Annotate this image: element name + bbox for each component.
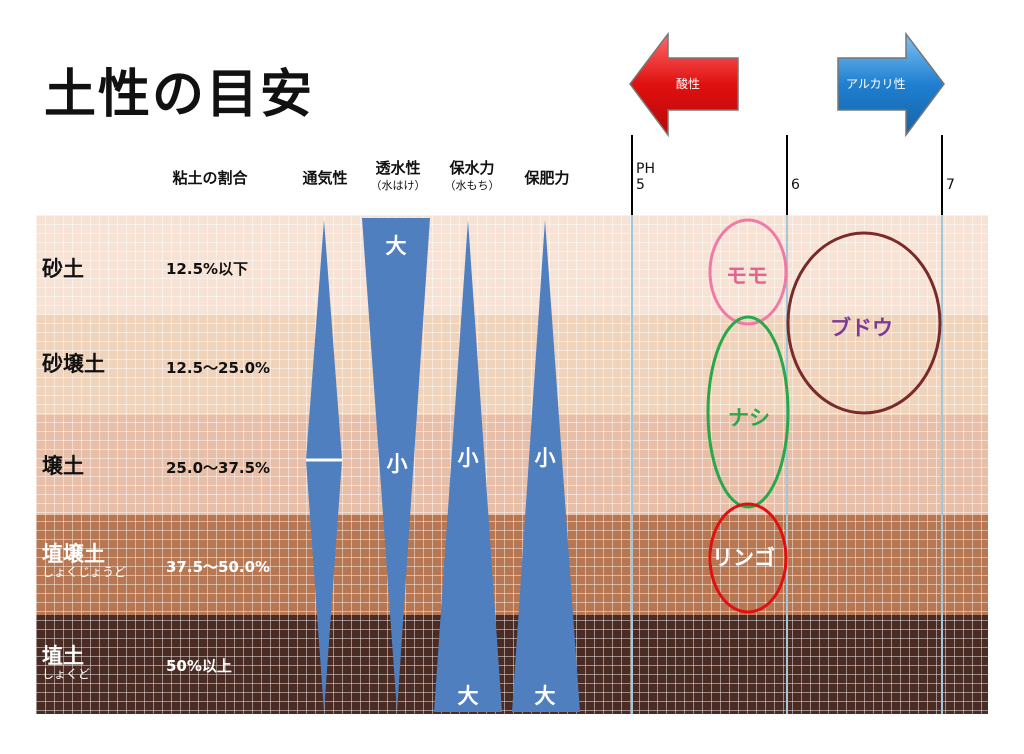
clay-pct-clay-loam: 37.5～50.0%	[166, 558, 271, 576]
grape-ring	[786, 231, 942, 415]
header-water-retention-label: 保水力	[449, 159, 495, 177]
soil-band-sand	[36, 215, 988, 315]
ph-axis-title: PH	[636, 161, 655, 177]
ph-label: PH 5	[636, 161, 655, 193]
soil-band-sandy-loam	[36, 315, 988, 415]
permeability-high-label: 大	[385, 234, 407, 258]
acid-arrow	[629, 31, 739, 138]
ph-tick-7: 7	[946, 177, 955, 193]
fertility-low-label: 小	[534, 446, 556, 470]
soil-band-clay	[36, 615, 988, 714]
header-water-retention: 保水力 （水もち）	[436, 160, 508, 194]
header-aeration-label: 通気性	[302, 169, 348, 187]
fertility-high-label: 大	[534, 684, 556, 708]
soil-name-clay-loam-reading: しょくじょうど	[42, 565, 127, 579]
soil-name-loam: 壌土	[42, 455, 84, 477]
grid-overlay	[36, 215, 988, 714]
header-permeability-sub: （水はけ）	[370, 179, 426, 192]
soil-band-loam	[36, 415, 988, 515]
soil-name-sandy-loam-label: 砂壌土	[42, 352, 105, 376]
header-clay-ratio: 粘土の割合	[160, 170, 260, 187]
peach-ring	[708, 218, 788, 326]
fruit-peach: モモ	[726, 264, 768, 288]
alkali-label: アルカリ性	[846, 77, 906, 91]
header-permeability-label: 透水性	[375, 159, 421, 177]
clay-pct-loam: 25.0～37.5%	[166, 459, 271, 477]
ph-tick-6: 6	[791, 177, 800, 193]
soil-name-clay: 埴土 しょくど	[42, 645, 90, 681]
header-fertility: 保肥力	[512, 170, 582, 187]
soil-name-loam-label: 壌土	[42, 454, 84, 478]
soil-name-sandy-loam: 砂壌土	[42, 353, 105, 375]
header-fertility-label: 保肥力	[524, 169, 570, 187]
soil-band-clay-loam	[36, 515, 988, 615]
water-high-label: 大	[457, 684, 479, 708]
soil-name-clay-loam-label: 埴壌土	[42, 542, 105, 566]
ph-tick-5: 5	[636, 177, 645, 193]
fruit-apple: リンゴ	[712, 546, 775, 570]
soil-name-sand: 砂土	[42, 258, 84, 280]
soil-name-clay-label: 埴土	[42, 644, 84, 668]
water-low-label: 小	[457, 446, 479, 470]
aeration-wedge	[306, 220, 342, 712]
clay-pct-clay: 50%以上	[166, 657, 232, 675]
alkali-arrow	[837, 31, 945, 138]
page-title: 土性の目安	[44, 65, 315, 125]
permeability-wedge	[362, 218, 430, 712]
clay-pct-sand: 12.5%以下	[166, 260, 249, 278]
water-retention-wedge	[434, 220, 502, 712]
fertility-wedge	[512, 220, 580, 712]
acid-label: 酸性	[676, 77, 701, 91]
header-aeration: 通気性	[292, 170, 358, 187]
header-clay-ratio-label: 粘土の割合	[172, 169, 248, 187]
soil-name-clay-loam: 埴壌土 しょくじょうど	[42, 543, 126, 579]
header-water-retention-sub: （水もち）	[444, 179, 500, 192]
apple-ring	[708, 502, 788, 614]
fruit-pear: ナシ	[728, 406, 770, 430]
soil-name-clay-reading: しょくど	[42, 667, 91, 681]
soil-name-sand-label: 砂土	[42, 257, 84, 281]
clay-pct-sandy-loam: 12.5～25.0%	[166, 359, 271, 377]
pear-ring	[706, 315, 790, 509]
permeability-low-label: 小	[386, 452, 408, 476]
header-permeability: 透水性 （水はけ）	[362, 160, 434, 194]
fruit-grape: ブドウ	[830, 316, 893, 340]
